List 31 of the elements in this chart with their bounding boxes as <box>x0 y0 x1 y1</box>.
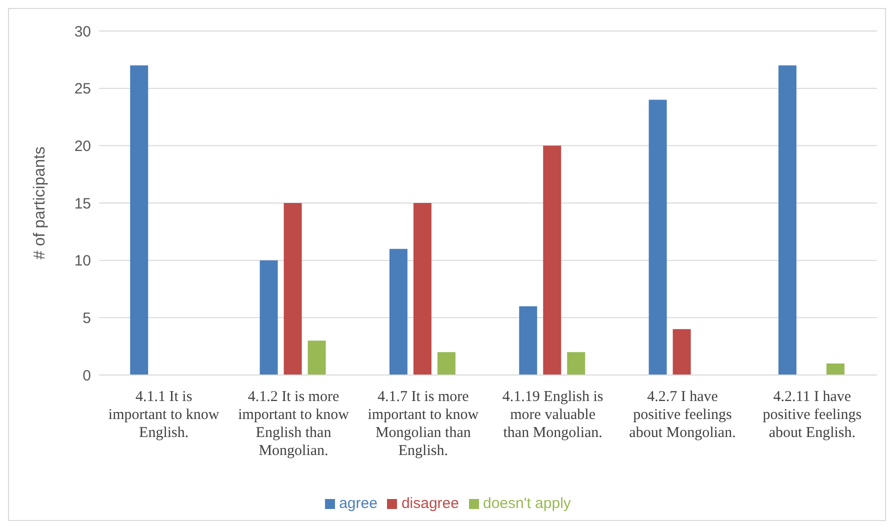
bar <box>826 364 844 375</box>
y-tick-label: 15 <box>74 195 91 212</box>
legend-label: agree <box>339 495 378 512</box>
bar <box>389 248 408 375</box>
x-tick-label: 4.1.2 It is more important to know English than Mongolian. <box>238 389 350 459</box>
x-tick-label: 4.1.7 It is more important to know Mongolian than English. <box>368 389 479 459</box>
bar <box>543 146 562 375</box>
bar <box>778 65 796 375</box>
y-axis-title: # of participants <box>32 146 49 260</box>
y-tick-label: 25 <box>74 80 91 98</box>
bar <box>413 203 432 375</box>
bar <box>567 352 586 375</box>
bar <box>260 260 278 375</box>
bar <box>519 306 538 375</box>
x-tick-label: 4.1.19 English is more valuable than Mongolian. <box>502 389 604 441</box>
y-tick-label: 20 <box>74 138 91 155</box>
x-tick-label: 4.2.11 I have positive feelings about English. <box>762 389 862 441</box>
y-tick-label: 0 <box>82 367 91 384</box>
legend-label: doesn't apply <box>482 495 571 512</box>
x-tick-label: 4.2.7 I have positive feelings about Mongolian. <box>629 389 736 441</box>
y-tick-label: 10 <box>74 252 91 270</box>
y-tick-label: 30 <box>74 23 91 40</box>
legend-label: disagree <box>401 495 459 512</box>
x-tick-label: 4.1.1 It is important to know English. <box>108 389 220 441</box>
bar <box>284 203 302 375</box>
bar <box>437 352 456 375</box>
bar <box>130 65 148 375</box>
bar <box>648 100 667 375</box>
bar <box>308 340 326 375</box>
y-tick-label: 5 <box>82 310 91 327</box>
bar <box>672 329 691 375</box>
